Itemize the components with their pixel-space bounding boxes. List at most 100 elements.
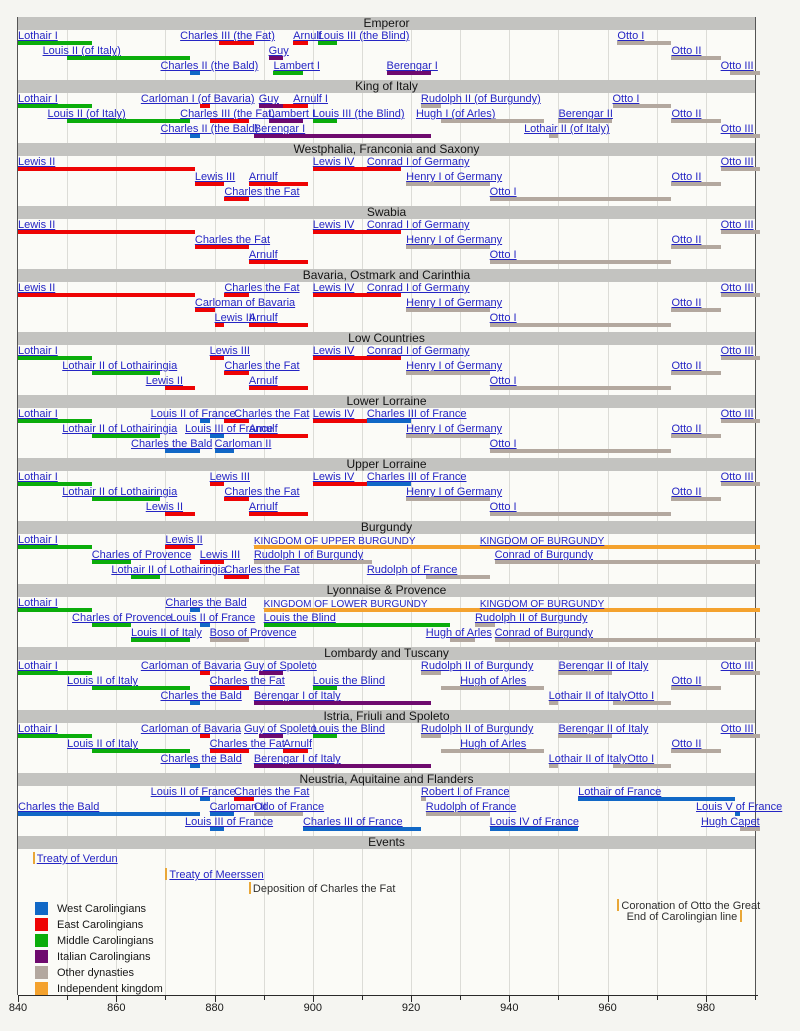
ruler-link-label[interactable]: Lewis III <box>209 471 250 483</box>
ruler-link-label[interactable]: Lothair II of Lothairingia <box>111 564 227 576</box>
ruler-link-label[interactable]: Lewis III <box>194 171 236 183</box>
ruler-link-label[interactable]: Louis II (of Italy) <box>47 108 126 120</box>
ruler-link-label[interactable]: Carloman II <box>209 801 267 813</box>
ruler-link-label[interactable]: Lothair II of Lothairingia <box>62 423 178 435</box>
ruler-link-label[interactable]: Otto II <box>671 738 702 750</box>
ruler-link-label[interactable]: Lewis IV <box>312 219 355 231</box>
ruler-link-label[interactable]: Otto III <box>720 60 754 72</box>
ruler-link-label[interactable]: Lothair I <box>18 345 58 357</box>
ruler-link-label[interactable]: Lothair I <box>18 408 58 420</box>
ruler-link-label[interactable]: Lewis IV <box>312 282 355 294</box>
ruler-link-label[interactable]: Conrad of Burgundy <box>494 627 594 639</box>
ruler-link-label[interactable]: Otto II <box>671 675 702 687</box>
ruler-link-label[interactable]: Guy of Spoleto <box>244 660 317 672</box>
ruler-link-label[interactable]: Conrad I of Germany <box>366 156 470 168</box>
ruler-link-label[interactable]: Odo of France <box>253 801 325 813</box>
ruler-link-label[interactable]: Rudolph I of Burgundy <box>253 549 364 561</box>
ruler-link-label[interactable]: Henry I of Germany <box>406 297 503 309</box>
ruler-link-label[interactable]: Louis III (the Blind) <box>317 30 410 42</box>
ruler-link-label[interactable]: Charles III of France <box>366 408 467 420</box>
ruler-link-label[interactable]: Guy <box>268 45 289 57</box>
event-label[interactable]: Treaty of Verdun <box>36 853 118 865</box>
ruler-link-label[interactable]: Otto II <box>671 108 702 120</box>
ruler-link-label[interactable]: Charles II (the Bald) <box>160 60 259 72</box>
ruler-link-label[interactable]: Berengar II of Italy <box>558 660 649 672</box>
ruler-link-label[interactable]: Henry I of Germany <box>406 360 503 372</box>
ruler-link-label[interactable]: Otto I <box>627 690 655 702</box>
ruler-link-label[interactable]: Louis II of France <box>150 786 236 798</box>
ruler-link-label[interactable]: Otto I <box>489 312 517 324</box>
ruler-link-label[interactable]: Lewis III <box>209 345 250 357</box>
ruler-link-label[interactable]: Otto II <box>671 423 702 435</box>
ruler-link-label[interactable]: Charles the Bald <box>18 801 100 813</box>
ruler-link-label[interactable]: Hugh Capet <box>700 816 760 828</box>
ruler-link-label[interactable]: Louis II of France <box>170 612 256 624</box>
event-label[interactable]: Treaty of Meerssen <box>169 869 264 881</box>
ruler-link-label[interactable]: Otto I <box>612 93 640 105</box>
ruler-link-label[interactable]: Charles of Provence <box>72 612 172 624</box>
ruler-link-label[interactable]: Carloman of Bavaria <box>140 723 242 735</box>
ruler-link-label[interactable]: Charles the Bald <box>131 438 213 450</box>
ruler-link-label[interactable]: KINGDOM OF BURGUNDY <box>479 536 605 547</box>
ruler-link-label[interactable]: Carloman of Bavaria <box>140 660 242 672</box>
ruler-link-label[interactable]: Hugh of Arles <box>425 627 492 639</box>
ruler-link-label[interactable]: Charles the Fat <box>224 360 300 372</box>
ruler-link-label[interactable]: Berengar I <box>253 123 306 135</box>
ruler-link-label[interactable]: Lewis IV <box>312 345 355 357</box>
ruler-link-label[interactable]: Lothair II of Italy <box>548 690 627 702</box>
ruler-link-label[interactable]: Henry I of Germany <box>406 486 503 498</box>
ruler-link-label[interactable]: Lothair I <box>18 93 58 105</box>
ruler-link-label[interactable]: KINGDOM OF UPPER BURGUNDY <box>253 536 416 547</box>
ruler-link-label[interactable]: Arnulf <box>248 312 278 324</box>
ruler-link-label[interactable]: Charles the Fat <box>209 675 285 687</box>
ruler-link-label[interactable]: Louis II of Italy <box>67 738 139 750</box>
ruler-link-label[interactable]: Rudolph II of Burgundy <box>420 660 534 672</box>
ruler-link-label[interactable]: Lewis IV <box>312 471 355 483</box>
ruler-link-label[interactable]: Hugh of Arles <box>460 675 527 687</box>
ruler-link-label[interactable]: Lothair I <box>18 597 58 609</box>
ruler-link-label[interactable]: Lewis III <box>199 549 241 561</box>
ruler-link-label[interactable]: Louis the Blind <box>312 675 385 687</box>
ruler-link-label[interactable]: KINGDOM OF LOWER BURGUNDY <box>263 599 428 610</box>
ruler-link-label[interactable]: Lothair II of Lothairingia <box>62 360 178 372</box>
ruler-link-label[interactable]: Charles of Provence <box>91 549 192 561</box>
ruler-link-label[interactable]: Conrad of Burgundy <box>494 549 594 561</box>
ruler-link-label[interactable]: Charles the Bald <box>165 597 247 609</box>
ruler-link-label[interactable]: Arnulf <box>293 30 322 42</box>
ruler-link-label[interactable]: Carloman I (of Bavaria) <box>140 93 255 105</box>
ruler-link-label[interactable]: Otto I <box>489 375 517 387</box>
ruler-link-label[interactable]: Berengar I of Italy <box>253 753 341 765</box>
ruler-link-label[interactable]: Louis III (the Blind) <box>312 108 405 120</box>
ruler-link-label[interactable]: Rudolph II of Burgundy <box>420 723 534 735</box>
ruler-link-label[interactable]: Charles the Fat <box>234 408 310 420</box>
ruler-link-label[interactable]: Lothair II of Italy <box>548 753 627 765</box>
ruler-link-label[interactable]: Charles the Bald <box>160 753 242 765</box>
ruler-link-label[interactable]: Louis the Blind <box>312 723 385 735</box>
ruler-link-label[interactable]: Berengar II <box>558 108 613 120</box>
ruler-link-label[interactable]: Rudolph of France <box>366 564 458 576</box>
ruler-link-label[interactable]: Otto II <box>671 171 702 183</box>
ruler-link-label[interactable]: Otto III <box>720 408 754 420</box>
ruler-link-label[interactable]: Arnulf I <box>293 93 328 105</box>
ruler-link-label[interactable]: Otto III <box>720 156 754 168</box>
ruler-link-label[interactable]: Otto II <box>671 486 702 498</box>
ruler-link-label[interactable]: Lothair II (of Italy) <box>524 123 610 135</box>
ruler-link-label[interactable]: Otto II <box>671 45 702 57</box>
ruler-link-label[interactable]: Lothair of France <box>578 786 662 798</box>
ruler-link-label[interactable]: Berengar I of Italy <box>253 690 341 702</box>
ruler-link-label[interactable]: Arnulf <box>248 249 278 261</box>
ruler-link-label[interactable]: Otto II <box>671 234 702 246</box>
ruler-link-label[interactable]: Rudolph of France <box>425 801 517 813</box>
ruler-link-label[interactable]: Louis II (of Italy) <box>42 45 121 57</box>
ruler-link-label[interactable]: Louis V of France <box>696 801 783 813</box>
ruler-link-label[interactable]: Otto II <box>671 360 702 372</box>
ruler-link-label[interactable]: Louis III of France <box>185 423 274 435</box>
ruler-link-label[interactable]: Conrad I of Germany <box>366 282 470 294</box>
ruler-link-label[interactable]: Lothair I <box>18 660 58 672</box>
ruler-link-label[interactable]: Lewis IV <box>312 408 355 420</box>
ruler-link-label[interactable]: Charles the Fat <box>224 486 300 498</box>
ruler-link-label[interactable]: Lothair II of Lothairingia <box>62 486 178 498</box>
ruler-link-label[interactable]: Lewis II <box>18 156 56 168</box>
ruler-link-label[interactable]: Robert I of France <box>420 786 510 798</box>
ruler-link-label[interactable]: Guy of Spoleto <box>244 723 317 735</box>
